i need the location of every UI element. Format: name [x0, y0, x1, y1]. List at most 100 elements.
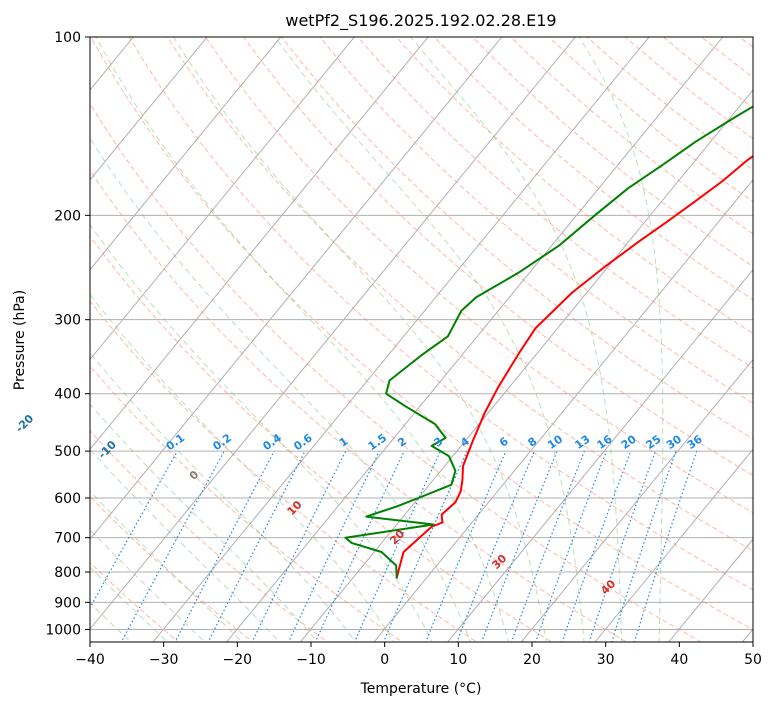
- isotherm-line: [90, 37, 356, 361]
- y-tick-label: 400: [54, 387, 81, 403]
- x-tick-label: 30: [597, 652, 615, 668]
- isotherm-line: [226, 37, 724, 642]
- mixing-ratio-line: [287, 450, 380, 642]
- moist-adiabat-line: [90, 403, 319, 642]
- dry-adiabat-line: [90, 235, 553, 642]
- mixing-ratio-line: [353, 450, 441, 642]
- dry-adiabat-line: [433, 37, 753, 301]
- isotherm-line: [90, 37, 577, 630]
- dry-adiabat-line: [90, 300, 478, 642]
- isotherm-line: [152, 37, 650, 642]
- isotherm-line: [0, 24, 71, 654]
- y-tick-label: 300: [54, 313, 81, 329]
- mixing-ratio-line: [174, 450, 275, 642]
- dry-adiabat-line: [739, 37, 753, 48]
- mixing-ratio-label: 6: [497, 435, 511, 450]
- moist-adiabat-line: [90, 529, 206, 642]
- mixing-ratio-label: 20: [619, 432, 639, 452]
- x-tick-label: −20: [223, 652, 253, 668]
- x-tick-label: 50: [744, 652, 762, 668]
- dry-adiabat-label: 40: [598, 577, 618, 597]
- y-tick-label: 900: [54, 595, 81, 611]
- mixing-ratio-line: [120, 450, 225, 642]
- dry-adiabat-line: [548, 37, 753, 203]
- moist-adiabat-line: [578, 37, 664, 642]
- mixing-ratio-line: [251, 450, 347, 642]
- mixing-ratio-line: [561, 450, 632, 642]
- mixing-ratio-line: [314, 450, 405, 642]
- dry-adiabat-line: [243, 37, 753, 476]
- sounding-profiles: [344, 105, 753, 579]
- x-tick-label: −30: [149, 652, 179, 668]
- dry-adiabat-line: [90, 169, 628, 642]
- isotherm-line: [90, 37, 503, 540]
- plot-frame: [89, 36, 754, 643]
- plot-area: [0, 24, 753, 654]
- mixing-ratio-line: [510, 450, 586, 642]
- dry-adiabat-line: [90, 561, 179, 642]
- mixing-ratio-label: 1: [337, 435, 351, 450]
- mixing-ratio-line: [456, 450, 535, 642]
- mixing-ratio-label: 0.2: [211, 431, 234, 453]
- y-tick-label: 500: [54, 444, 81, 460]
- y-tick-label: 100: [54, 30, 81, 46]
- y-tick-label: 600: [54, 491, 81, 507]
- mixing-ratio-line: [382, 450, 468, 642]
- dry-adiabat-line: [128, 37, 753, 591]
- isotherm-line: [520, 358, 753, 642]
- y-axis-ticks: 100 200 300 400 500 600 700 800 900 1000: [45, 30, 90, 638]
- dry-adiabats: [90, 37, 753, 642]
- mixing-ratio-label: 16: [595, 432, 615, 452]
- mixing-ratio-line: [588, 450, 657, 642]
- mixing-ratio-label: 13: [572, 433, 592, 452]
- isotherm-line: [594, 448, 753, 642]
- mixing-ratio-lines: [90, 450, 698, 642]
- dry-adiabat-line: [357, 37, 753, 369]
- moist-adiabat-line: [90, 293, 395, 642]
- dry-adiabat-line: [90, 365, 404, 642]
- x-tick-label: 0: [380, 652, 389, 668]
- x-axis-title: Temperature (°C): [360, 681, 482, 697]
- mixing-ratio-label: 0.6: [291, 431, 315, 453]
- dry-adiabat-label: 30: [489, 552, 509, 572]
- dry-adiabat-label: -20: [13, 412, 36, 435]
- isobar-grid: [90, 37, 753, 630]
- isotherm-grid: [0, 24, 753, 654]
- dry-adiabat-line: [90, 37, 753, 631]
- dry-adiabat-line: [319, 37, 753, 404]
- mixing-ratio-label: 1.5: [366, 431, 389, 453]
- x-axis-ticks: −40 −30 −20 −10 0 10 20 30 40 50: [75, 642, 762, 668]
- moist-adiabats: [90, 37, 664, 642]
- dry-adiabat-line: [281, 37, 753, 440]
- y-tick-label: 800: [54, 565, 81, 581]
- isotherm-line: [299, 89, 753, 642]
- isotherm-line: [90, 37, 282, 271]
- x-tick-label: 40: [670, 652, 688, 668]
- mixing-ratio-line: [425, 450, 507, 642]
- moist-adiabat-line: [95, 37, 509, 642]
- mixing-ratio-line: [90, 450, 178, 609]
- x-tick-label: 20: [523, 652, 541, 668]
- mixing-ratio-label: 10: [545, 432, 565, 452]
- dry-adiabat-line: [90, 495, 254, 642]
- mixing-ratio-line: [207, 450, 306, 642]
- y-axis-title: Pressure (hPa): [12, 290, 28, 390]
- y-tick-label: 200: [54, 208, 81, 224]
- chart-title: wetPf2_S196.2025.192.02.28.E19: [285, 11, 556, 31]
- isotherm-line: [90, 37, 429, 451]
- isotherm-line: [90, 37, 208, 181]
- dry-adiabat-line: [166, 37, 753, 552]
- mixing-ratio-line: [611, 450, 677, 642]
- moist-adiabat-line: [90, 137, 471, 642]
- mixing-ratio-label: 25: [644, 433, 664, 452]
- isotherm-line: [373, 179, 753, 642]
- x-tick-label: 10: [449, 652, 467, 668]
- dry-adiabat-line: [472, 37, 753, 268]
- isotherm-line: [447, 268, 753, 642]
- isotherm-line: [668, 538, 753, 642]
- line-annotations: 0.10.20.40.611.52346810131620253036-100-…: [13, 412, 705, 598]
- moist-adiabat-line: [90, 490, 243, 642]
- mixing-ratio-label: 0.1: [164, 431, 187, 453]
- moist-adiabat-line: [90, 352, 357, 642]
- moist-adiabat-line: [90, 566, 169, 642]
